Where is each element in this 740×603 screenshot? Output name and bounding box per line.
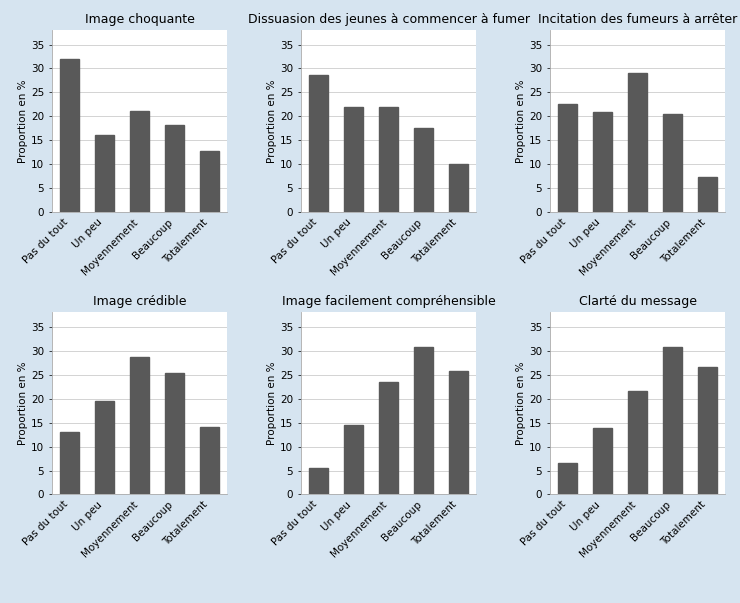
Bar [698,367,717,494]
Title: Image choquante: Image choquante [84,13,195,26]
Bar [558,463,577,494]
Bar [309,75,328,212]
Bar [558,104,577,212]
Bar [628,74,648,212]
Y-axis label: Proportion en %: Proportion en % [18,362,28,445]
Bar [449,164,468,212]
Bar [200,427,219,494]
Title: Incitation des fumeurs à arrêter: Incitation des fumeurs à arrêter [538,13,737,26]
Y-axis label: Proportion en %: Proportion en % [267,362,278,445]
Bar [379,382,398,494]
Y-axis label: Proportion en %: Proportion en % [18,80,28,163]
Bar [165,373,184,494]
Bar [663,114,682,212]
Bar [165,125,184,212]
Title: Image crédible: Image crédible [92,295,186,308]
Y-axis label: Proportion en %: Proportion en % [517,80,526,163]
Bar [344,425,363,494]
Bar [379,107,398,212]
Y-axis label: Proportion en %: Proportion en % [517,362,526,445]
Bar [449,371,468,494]
Bar [414,347,433,494]
Bar [593,428,612,494]
Bar [414,128,433,212]
Bar [60,59,79,212]
Bar [60,432,79,494]
Bar [309,468,328,494]
Bar [95,401,114,494]
Title: Image facilement compréhensible: Image facilement compréhensible [282,295,495,308]
Bar [95,135,114,212]
Bar [593,112,612,212]
Bar [200,151,219,212]
Bar [130,110,149,212]
Title: Dissuasion des jeunes à commencer à fumer: Dissuasion des jeunes à commencer à fume… [247,13,530,26]
Bar [344,107,363,212]
Bar [628,391,648,494]
Y-axis label: Proportion en %: Proportion en % [267,80,278,163]
Bar [663,347,682,494]
Bar [698,177,717,212]
Bar [130,357,149,494]
Title: Clarté du message: Clarté du message [579,295,696,308]
